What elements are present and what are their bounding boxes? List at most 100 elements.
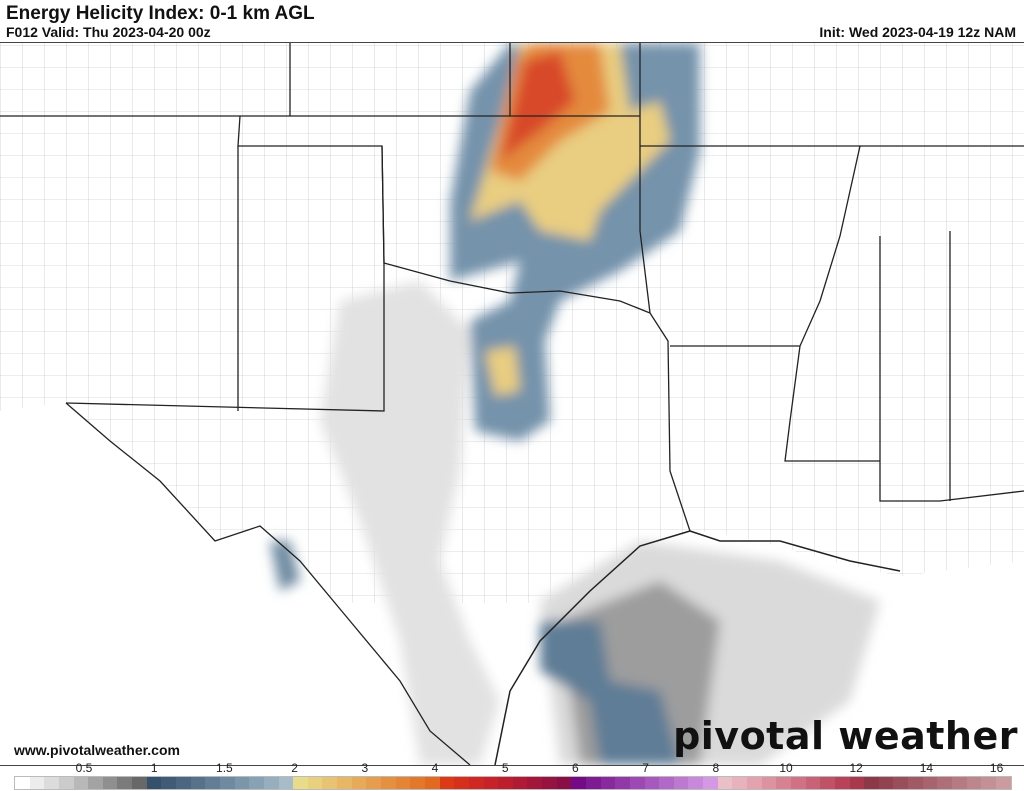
colorbar-tick-label: 8	[712, 761, 720, 775]
colorbar-swatch	[703, 777, 718, 789]
colorbar-tick-label: 14	[919, 761, 934, 775]
colorbar-swatch	[205, 777, 220, 789]
colorbar-swatch	[117, 777, 133, 789]
mexico-region	[0, 403, 460, 765]
colorbar-swatch	[512, 777, 528, 789]
colorbar-swatch	[439, 777, 455, 789]
colorbar-swatch	[688, 777, 704, 789]
colorbar-swatch	[922, 777, 938, 789]
colorbar-swatch	[132, 777, 147, 789]
border-la-ms	[784, 145, 1024, 502]
colorbar-swatch	[995, 777, 1011, 789]
colorbar-tick-label: 5	[501, 761, 509, 775]
colorbar	[14, 776, 1012, 790]
colorbar-swatch	[585, 777, 601, 789]
colorbar-swatch	[820, 777, 835, 789]
colorbar-swatch	[571, 777, 586, 789]
colorbar-swatch	[424, 777, 440, 789]
colorbar-swatch	[659, 777, 674, 789]
colorbar-swatch	[893, 777, 909, 789]
pivotal-weather-logo: pivotal weather	[673, 714, 1018, 758]
colorbar-swatch	[176, 777, 191, 789]
colorbar-swatch	[249, 777, 264, 789]
colorbar-swatch	[790, 777, 806, 789]
colorbar-swatch	[878, 777, 894, 789]
colorbar-swatch	[410, 777, 425, 789]
colorbar-swatch	[747, 777, 762, 789]
ehi-red	[500, 51, 575, 161]
colorbar-swatch	[381, 777, 396, 789]
ehi-field	[270, 43, 880, 765]
colorbar-tick-label: 3	[361, 761, 369, 775]
colorbar-swatch	[556, 777, 572, 789]
colorbar-tick-label: 1	[150, 761, 158, 775]
colorbar-swatch	[542, 777, 557, 789]
border-north	[289, 43, 511, 116]
colorbar-swatch	[834, 777, 850, 789]
colorbar-tick-label: 2	[291, 761, 298, 775]
website-label: www.pivotalweather.com	[14, 742, 180, 758]
colorbar-swatch	[776, 777, 791, 789]
colorbar-swatch	[732, 777, 748, 789]
colorbar-tick-label: 16	[989, 761, 1004, 775]
ehi-blue-gulf	[540, 621, 680, 765]
map-title: Energy Helicity Index: 0-1 km AGL	[6, 3, 315, 24]
colorbar-swatch	[337, 777, 352, 789]
colorbar-tick-label: 0.5	[75, 761, 93, 775]
border-rio-grande	[65, 402, 471, 765]
colorbar-swatch	[849, 777, 865, 789]
colorbar-swatch	[805, 777, 821, 789]
colorbar-swatch	[864, 777, 879, 789]
weather-map[interactable]	[0, 42, 1024, 766]
colorbar-swatch	[263, 777, 279, 789]
colorbar-tick-label: 6	[572, 761, 579, 775]
colorbar-swatch	[717, 777, 733, 789]
border-ok-tx	[0, 115, 691, 532]
colorbar-swatch	[600, 777, 616, 789]
colorbar-swatch	[44, 777, 59, 789]
colorbar-swatch	[102, 777, 118, 789]
ehi-gray-light	[320, 281, 500, 765]
colorbar-swatch	[527, 777, 543, 789]
colorbar-swatch	[483, 777, 499, 789]
colorbar-swatch	[234, 777, 250, 789]
colorbar-swatch	[761, 777, 777, 789]
colorbar-swatch	[908, 777, 923, 789]
colorbar-swatch	[952, 777, 967, 789]
colorbar-swatch	[73, 777, 89, 789]
init-time: Init: Wed 2023-04-19 12z NAM	[819, 24, 1016, 40]
ehi-yellow-tx	[485, 346, 520, 396]
colorbar-swatch	[395, 777, 411, 789]
colorbar-tick-label: 10	[779, 761, 793, 775]
colorbar-swatch	[88, 777, 103, 789]
colorbar-swatch	[190, 777, 206, 789]
colorbar-swatch	[278, 777, 294, 789]
valid-time: F012 Valid: Thu 2023-04-20 00z	[6, 24, 211, 40]
colorbar-swatch	[322, 777, 338, 789]
colorbar-tick-label: 4	[431, 761, 439, 775]
colorbar-swatch	[454, 777, 469, 789]
colorbar-swatch	[307, 777, 323, 789]
coastline-la	[689, 530, 901, 572]
coastline-tx	[494, 530, 691, 765]
colorbar-swatch	[644, 777, 660, 789]
colorbar-swatch	[161, 777, 177, 789]
colorbar-swatch	[981, 777, 996, 789]
colorbar-tick-label: 1.5	[216, 761, 233, 775]
border-ar	[639, 43, 861, 347]
colorbar-swatch	[937, 777, 952, 789]
colorbar-swatch	[366, 777, 382, 789]
colorbar-swatch	[629, 777, 645, 789]
colorbar-swatch	[351, 777, 367, 789]
colorbar-swatch	[219, 777, 235, 789]
colorbar-swatch	[468, 777, 484, 789]
border-nm	[65, 145, 385, 412]
colorbar-swatch	[966, 777, 982, 789]
colorbar-swatch	[146, 777, 162, 789]
state-borders	[0, 43, 1024, 765]
colorbar-swatch	[15, 777, 30, 789]
colorbar-swatch	[29, 777, 45, 789]
ehi-blue-mexico	[270, 541, 300, 591]
colorbar-swatch	[293, 777, 308, 789]
colorbar-tick-label: 12	[849, 761, 863, 775]
